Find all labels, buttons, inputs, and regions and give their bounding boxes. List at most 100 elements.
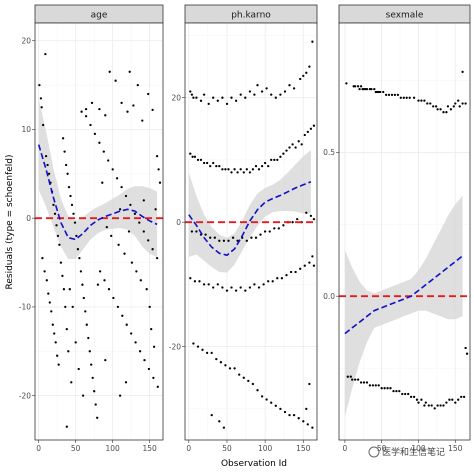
residual-point [354, 85, 357, 88]
residual-point [260, 90, 264, 93]
residual-point [461, 102, 464, 105]
residual-point [61, 274, 64, 278]
residual-point [230, 171, 233, 174]
residual-point [87, 336, 90, 340]
residual-point [112, 296, 115, 300]
smooth-line [37, 144, 158, 241]
residual-point [282, 224, 285, 227]
residual-point [442, 404, 445, 407]
residual-point [147, 367, 151, 371]
residual-point [288, 146, 291, 149]
residual-point [442, 111, 445, 114]
residual-point [76, 248, 80, 251]
y-tick-label: -10 [19, 303, 31, 312]
residual-point [429, 102, 432, 105]
panel-border [184, 22, 318, 441]
residual-point [209, 164, 212, 168]
residual-point [102, 150, 105, 153]
residual-point [215, 164, 218, 168]
residual-point [430, 404, 433, 407]
facet-strip-label: age [91, 11, 108, 21]
residual-point [312, 264, 316, 267]
residual-point [257, 168, 261, 171]
residual-point [199, 99, 203, 102]
residual-point [204, 233, 207, 236]
residual-point [221, 96, 224, 99]
residual-point [128, 70, 131, 73]
residual-point [221, 168, 224, 171]
residual-point [70, 381, 73, 384]
residual-point [267, 280, 270, 283]
residual-point [209, 236, 212, 239]
residual-point [239, 286, 242, 289]
residual-point [189, 90, 192, 93]
residual-point [152, 345, 156, 348]
residual-point [218, 239, 221, 242]
residual-point [98, 107, 101, 111]
residual-point [225, 289, 229, 292]
residual-point [88, 350, 91, 353]
residual-point [150, 327, 153, 331]
residual-point [288, 413, 291, 417]
residual-point [110, 234, 113, 238]
residual-point [412, 395, 416, 399]
residual-point [61, 137, 65, 140]
residual-point [225, 102, 229, 106]
residual-point [282, 152, 285, 155]
residual-point [305, 211, 308, 214]
residual-point [365, 87, 369, 91]
residual-point [423, 99, 426, 102]
residual-point [230, 96, 233, 99]
residual-point [54, 341, 57, 344]
x-tick-label: 100 [258, 444, 273, 453]
residual-point [404, 392, 407, 396]
residual-point [142, 230, 145, 233]
residual-point [45, 279, 48, 282]
x-tick-label: 0 [36, 444, 41, 453]
residual-point [283, 90, 287, 93]
residual-point [358, 87, 361, 91]
x-tick-label: 50 [222, 444, 232, 453]
residual-point [216, 99, 219, 102]
residual-point [190, 93, 194, 96]
residual-point [138, 350, 142, 353]
residual-point [390, 93, 394, 97]
y-tick-label: 0 [26, 214, 31, 223]
residual-point [75, 234, 78, 238]
residual-point [53, 212, 57, 215]
x-tick-label: 0 [186, 444, 191, 453]
residual-point [253, 283, 256, 286]
residual-point [371, 384, 375, 387]
residual-point [280, 277, 284, 280]
residual-point [439, 108, 442, 111]
residual-point [407, 392, 410, 396]
residual-point [239, 168, 242, 171]
residual-point [218, 164, 221, 168]
residual-point [215, 357, 218, 361]
residual-point [233, 367, 236, 370]
residual-point [420, 99, 423, 102]
residual-point [377, 384, 380, 387]
residual-point [63, 150, 66, 153]
residual-point [98, 141, 101, 144]
residual-point [126, 110, 129, 113]
residual-point [386, 387, 389, 390]
residual-point [111, 168, 114, 171]
residual-point [294, 270, 297, 274]
residual-point [118, 394, 122, 397]
residual-point [189, 152, 192, 155]
residual-point [157, 168, 160, 171]
residual-point [370, 87, 373, 91]
residual-point [156, 385, 159, 388]
residual-point [155, 256, 159, 260]
x-tick-label: 100 [411, 444, 426, 453]
residual-point [71, 305, 74, 309]
residual-point [245, 239, 248, 242]
residual-point [231, 236, 235, 239]
residual-point [120, 101, 123, 105]
residual-point [115, 177, 119, 180]
residual-point [41, 123, 45, 127]
residual-point [294, 146, 297, 149]
residual-point [134, 341, 137, 344]
